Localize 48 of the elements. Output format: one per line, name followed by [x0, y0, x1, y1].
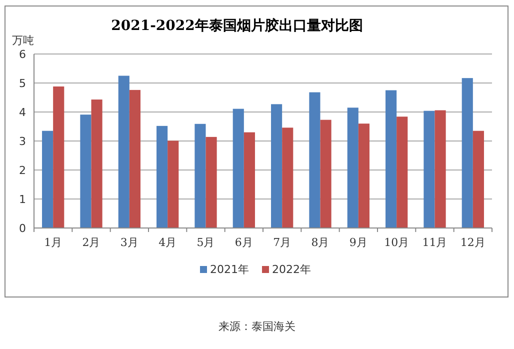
bar	[53, 86, 64, 228]
x-tick-label: 7月	[273, 236, 292, 249]
x-tick-label: 5月	[196, 236, 215, 249]
bar	[80, 114, 92, 228]
bar	[282, 128, 294, 228]
bar	[118, 76, 130, 228]
y-tick-label: 5	[19, 76, 26, 90]
chart-title: 2021-2022年泰国烟片胶出口量对比图	[111, 17, 363, 34]
legend-label: 2022年	[272, 263, 311, 276]
x-tick-label: 11月	[422, 236, 448, 249]
legend-label: 2021年	[210, 263, 249, 276]
y-tick-label: 4	[19, 106, 26, 119]
x-tick-label: 3月	[120, 236, 138, 249]
bar	[194, 124, 206, 228]
bar	[156, 126, 168, 228]
y-tick-label: 1	[19, 192, 26, 206]
bar	[358, 124, 370, 228]
bar	[386, 90, 397, 228]
bar	[347, 108, 358, 228]
bar	[129, 90, 140, 228]
bar	[434, 110, 446, 228]
x-tick-label: 10月	[384, 236, 410, 249]
bar	[320, 120, 332, 228]
bar	[424, 110, 435, 228]
y-axis-title: 万吨	[12, 34, 34, 47]
bar	[168, 140, 179, 228]
y-tick-label: 6	[19, 48, 26, 61]
y-tick-label: 0	[19, 222, 26, 235]
bar	[244, 132, 255, 228]
bar	[206, 136, 217, 228]
bar	[396, 116, 408, 228]
y-tick-label: 2	[19, 164, 26, 177]
x-tick-label: 4月	[158, 236, 177, 249]
x-tick-label: 8月	[311, 236, 330, 249]
x-tick-label: 1月	[44, 236, 62, 249]
bar	[91, 100, 102, 228]
bar	[462, 78, 473, 228]
bar	[42, 130, 54, 228]
bar	[472, 130, 484, 228]
bar	[232, 108, 244, 228]
x-tick-label: 6月	[234, 236, 253, 249]
x-tick-label: 2月	[82, 236, 100, 249]
bar	[309, 92, 320, 228]
bar	[271, 104, 282, 228]
source-note: 来源：泰国海关	[218, 320, 296, 333]
x-tick-label: 12月	[460, 236, 486, 249]
y-tick-label: 3	[19, 134, 26, 148]
x-tick-label: 9月	[349, 236, 368, 249]
